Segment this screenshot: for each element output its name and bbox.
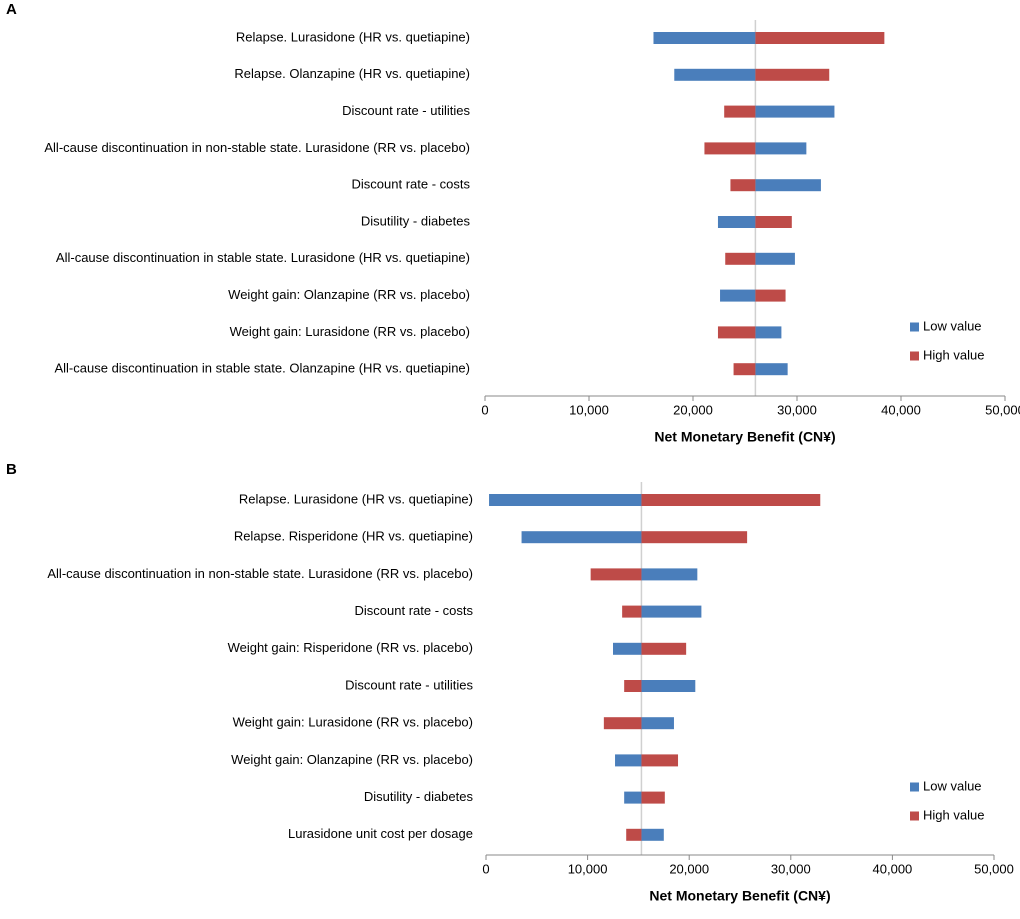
bar — [641, 642, 687, 655]
legend-swatch — [910, 322, 919, 332]
bar — [624, 791, 642, 804]
category-label: Weight gain: Lurasidone (RR vs. placebo) — [230, 324, 470, 339]
x-tick-label: 30,000 — [771, 861, 811, 876]
category-label: Weight gain: Lurasidone (RR vs. placebo) — [233, 715, 473, 730]
category-label: Relapse. Lurasidone (HR vs. quetiapine) — [239, 491, 473, 506]
x-tick-label: 10,000 — [568, 861, 608, 876]
bar — [720, 289, 756, 302]
bar — [603, 717, 642, 730]
category-label: All-cause discontinuation in stable stat… — [54, 361, 470, 376]
x-axis-label: Net Monetary Benefit (CN¥) — [649, 888, 830, 904]
bar — [641, 494, 821, 506]
bar — [704, 142, 756, 155]
bar — [489, 494, 642, 506]
bar — [755, 252, 795, 265]
panel-label: A — [6, 1, 17, 18]
category-label: Discount rate - utilities — [342, 103, 470, 118]
bar — [521, 531, 642, 544]
bar — [641, 531, 748, 544]
bar — [730, 179, 756, 192]
x-tick-label: 0 — [482, 861, 489, 876]
bar — [590, 568, 642, 581]
x-tick-label: 10,000 — [569, 402, 609, 417]
x-axis-label: Net Monetary Benefit (CN¥) — [654, 429, 835, 445]
bar — [725, 252, 756, 265]
bar — [717, 216, 756, 228]
bar — [641, 680, 696, 692]
category-label: All-cause discontinuation in stable stat… — [56, 250, 470, 265]
bar — [755, 289, 786, 302]
category-label: Discount rate - costs — [355, 603, 474, 618]
bar — [724, 105, 756, 118]
legend-swatch — [910, 782, 919, 792]
bar — [755, 179, 821, 192]
legend-label: High value — [923, 807, 984, 822]
category-label: Lurasidone unit cost per dosage — [288, 826, 473, 841]
legend-swatch — [910, 351, 919, 361]
category-label: Relapse. Olanzapine (HR vs. quetiapine) — [234, 66, 470, 81]
bar — [755, 363, 788, 376]
panel-label: B — [6, 461, 17, 478]
x-tick-label: 50,000 — [985, 402, 1020, 417]
x-tick-label: 20,000 — [673, 402, 713, 417]
bar — [755, 216, 792, 228]
category-label: Weight gain: Olanzapine (RR vs. placebo) — [228, 287, 470, 302]
category-label: Weight gain: Olanzapine (RR vs. placebo) — [231, 752, 473, 767]
legend-label: Low value — [923, 318, 982, 333]
x-tick-label: 20,000 — [669, 861, 709, 876]
bar — [622, 605, 642, 618]
bar — [717, 326, 756, 339]
bar — [733, 363, 756, 376]
legend-label: High value — [923, 347, 984, 362]
category-label: Discount rate - costs — [352, 177, 471, 192]
bar — [674, 68, 756, 81]
bar — [626, 828, 642, 841]
bar — [653, 32, 756, 44]
bar — [641, 717, 674, 730]
x-tick-label: 40,000 — [873, 861, 913, 876]
bar — [641, 754, 679, 767]
category-label: Disutility - diabetes — [361, 213, 471, 228]
bar — [755, 326, 782, 339]
x-tick-label: 40,000 — [881, 402, 921, 417]
bar — [755, 142, 807, 155]
category-label: Weight gain: Risperidone (RR vs. placebo… — [228, 640, 473, 655]
bar — [755, 105, 835, 118]
bar — [755, 68, 830, 81]
bar — [613, 642, 642, 655]
bar — [641, 791, 665, 804]
legend-swatch — [910, 811, 919, 821]
bar — [641, 828, 664, 841]
bar — [615, 754, 642, 767]
category-label: All-cause discontinuation in non-stable … — [47, 566, 473, 581]
bar — [624, 680, 642, 692]
x-tick-label: 50,000 — [974, 861, 1014, 876]
x-tick-label: 0 — [481, 402, 488, 417]
category-label: Relapse. Lurasidone (HR vs. quetiapine) — [236, 29, 470, 44]
category-label: Disutility - diabetes — [364, 789, 474, 804]
category-label: Discount rate - utilities — [345, 677, 473, 692]
legend-label: Low value — [923, 778, 982, 793]
bar — [755, 32, 885, 44]
category-label: All-cause discontinuation in non-stable … — [44, 140, 470, 155]
category-label: Relapse. Risperidone (HR vs. quetiapine) — [234, 529, 473, 544]
bar — [641, 605, 702, 618]
x-tick-label: 30,000 — [777, 402, 817, 417]
bar — [641, 568, 698, 581]
